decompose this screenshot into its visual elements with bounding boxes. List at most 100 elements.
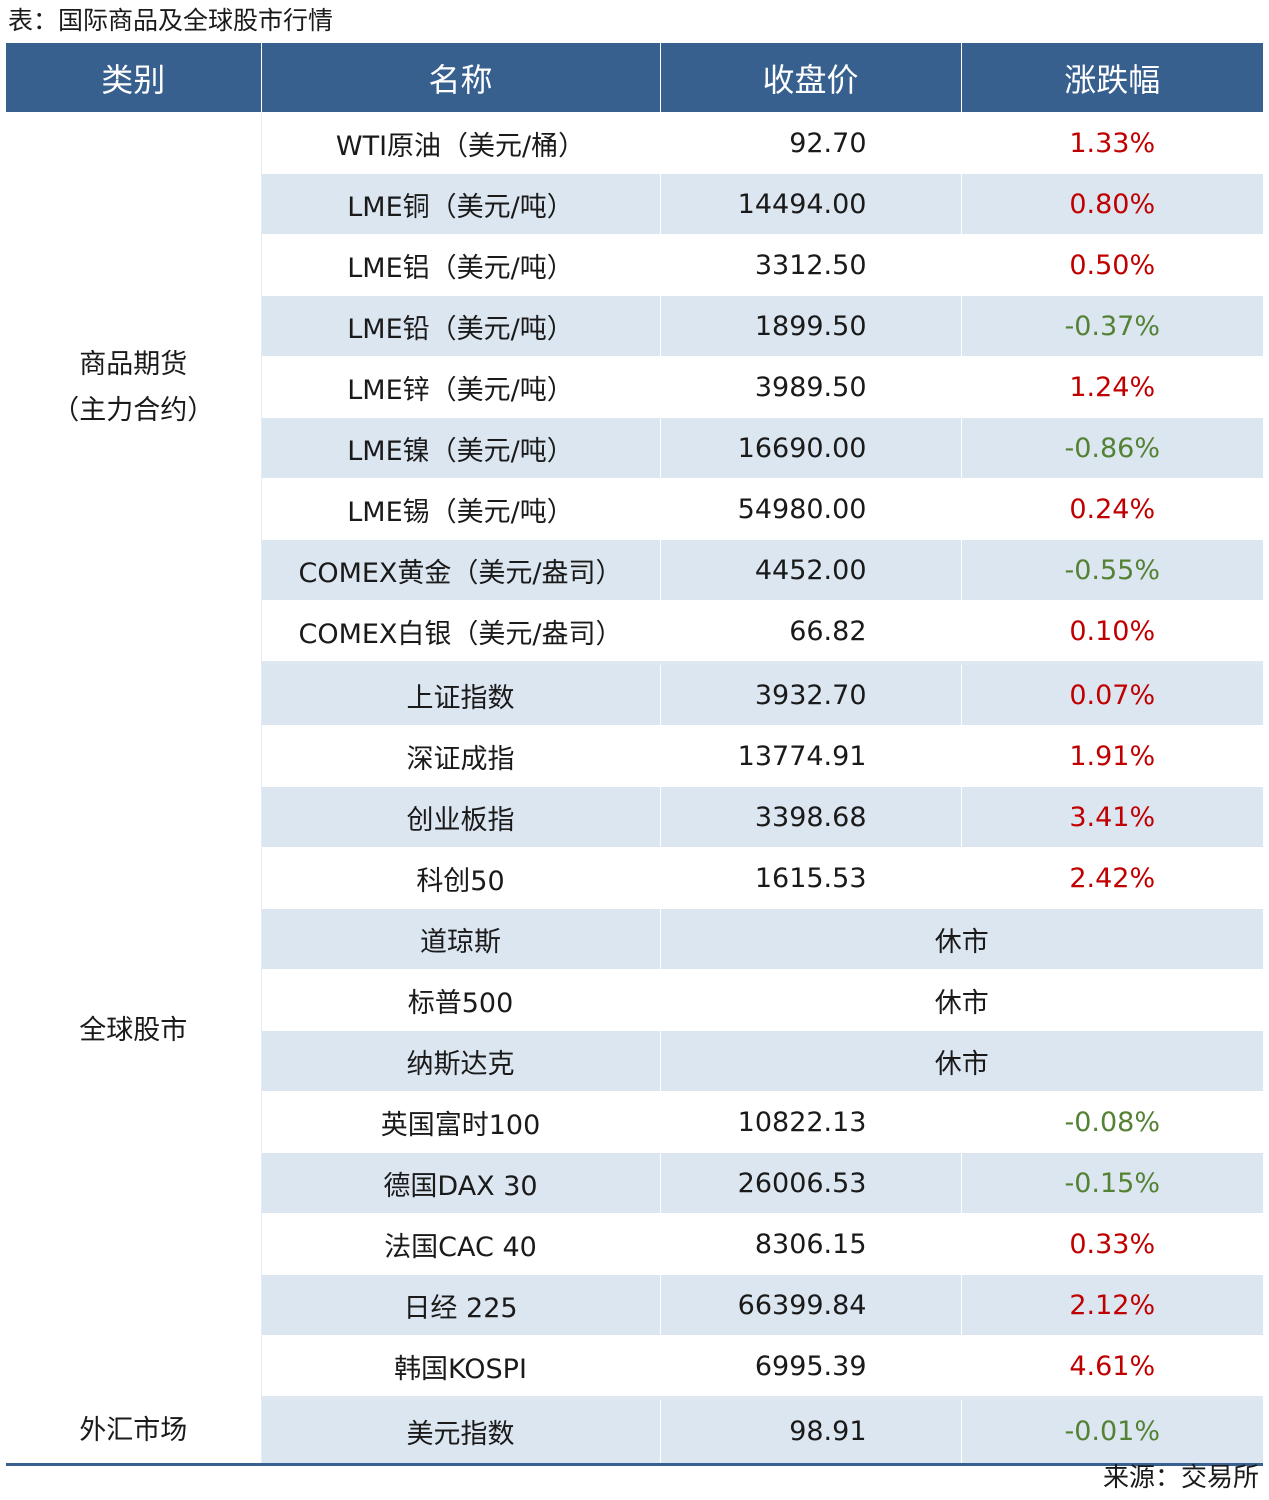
instrument-name: 道琼斯: [261, 908, 661, 970]
table-row: 纳斯达克 休市: [6, 1030, 1263, 1092]
table-row: 全球股市 上证指数 3932.70 0.07%: [6, 663, 1263, 1398]
table-row: 韩国KOSPI 6995.39 4.61%: [6, 1335, 1263, 1400]
instrument-name: 标普500: [261, 969, 661, 1031]
category-cell: 全球股市: [6, 663, 262, 1398]
change-percent: 3.41%: [961, 786, 1263, 848]
close-price: 8306.15: [660, 1213, 962, 1275]
change-percent: 1.91%: [1069, 740, 1156, 772]
table-row: 英国富时100 10822.13 -0.08%: [6, 1091, 1263, 1153]
category-label: 商品期货: [79, 348, 188, 380]
instrument-name: 韩国KOSPI: [261, 1335, 661, 1400]
table-row: 深证成指 13774.91 1.91%: [6, 725, 1263, 787]
change-percent: 1.33%: [1069, 127, 1156, 159]
table-row: 法国CAC 40 8306.15 0.33%: [6, 1213, 1263, 1275]
instrument-name: 深证成指: [261, 725, 661, 787]
table-row: 日经 225 66399.84 2.12%: [6, 1274, 1263, 1336]
instrument-name: 上证指数: [261, 663, 661, 726]
table-caption: 表：国际商品及全球股市行情: [8, 6, 334, 35]
change-percent: -0.08%: [1064, 1106, 1160, 1138]
instrument-name: LME铅（美元/吨）: [261, 295, 661, 357]
table-row: COMEX白银（美元/盎司） 66.82 0.10%: [6, 600, 1263, 665]
header-name: 名称: [261, 43, 661, 113]
close-price: 14494.00: [660, 173, 962, 235]
close-price: 92.70: [660, 112, 962, 174]
change-percent: 0.33%: [1069, 1228, 1156, 1260]
source-note: 来源：交易所: [1102, 1463, 1259, 1493]
close-price: 1899.50: [660, 295, 962, 357]
instrument-name: WTI原油（美元/桶）: [261, 112, 661, 174]
close-price: 1615.53: [660, 847, 962, 909]
close-price: 4452.00: [660, 539, 962, 601]
instrument-name: 英国富时100: [261, 1091, 661, 1153]
instrument-name: LME镍（美元/吨）: [261, 417, 661, 479]
change-percent: 4.61%: [961, 1335, 1263, 1400]
table-row: LME锡（美元/吨） 54980.00 0.24%: [6, 478, 1263, 540]
table-row: 德国DAX 30 26006.53 -0.15%: [6, 1152, 1263, 1214]
instrument-name: LME铝（美元/吨）: [261, 234, 661, 296]
change-percent: -0.01%: [961, 1398, 1263, 1466]
table-row: LME铝（美元/吨） 3312.50 0.50%: [6, 234, 1263, 296]
table-body: 商品期货 （主力合约） WTI原油（美元/桶） 92.70 1.33% LME铜（美元/吨…: [6, 112, 1263, 1466]
table-row: LME铅（美元/吨） 1899.50 -0.37%: [6, 295, 1263, 357]
change-percent: -0.15%: [961, 1152, 1263, 1214]
instrument-name: LME锡（美元/吨）: [261, 478, 661, 540]
category-label: 外汇市场: [79, 1414, 188, 1446]
change-percent: 0.50%: [1069, 249, 1156, 281]
close-price: 13774.91: [660, 725, 962, 787]
market-table: 类别 名称 收盘价 涨跌幅 商品期货 （主力合约） WTI原油（美元/桶） 92.70…: [6, 43, 1263, 1466]
header-category: 类别: [6, 43, 262, 113]
instrument-name: LME锌（美元/吨）: [261, 356, 661, 418]
table-row: LME锌（美元/吨） 3989.50 1.24%: [6, 356, 1263, 418]
table-header: 类别 名称 收盘价 涨跌幅: [6, 43, 1263, 113]
category-label: 全球股市: [79, 1014, 188, 1046]
table-row: 商品期货 （主力合约） WTI原油（美元/桶） 92.70 1.33%: [6, 112, 1263, 663]
close-price: 26006.53: [660, 1152, 962, 1214]
table-row: 外汇市场 美元指数 98.91 -0.01%: [6, 1398, 1263, 1466]
close-price: 54980.00: [660, 478, 962, 540]
change-percent: 1.24%: [1069, 371, 1156, 403]
instrument-name: 创业板指: [261, 786, 661, 848]
change-percent: -0.55%: [961, 539, 1263, 601]
close-price: 3398.68: [660, 786, 962, 848]
table-row: LME镍（美元/吨） 16690.00 -0.86%: [6, 417, 1263, 479]
close-price: 98.91: [660, 1398, 962, 1466]
table-row: 道琼斯 休市: [6, 908, 1263, 970]
instrument-name: 科创50: [261, 847, 661, 909]
instrument-name: 法国CAC 40: [261, 1213, 661, 1275]
close-price: 3989.50: [660, 356, 962, 418]
change-percent: -0.86%: [961, 417, 1263, 479]
close-price: 3932.70: [660, 663, 962, 726]
instrument-name: 德国DAX 30: [261, 1152, 661, 1214]
instrument-name: COMEX黄金（美元/盎司）: [261, 539, 661, 601]
header-change: 涨跌幅: [961, 43, 1263, 113]
close-price: 6995.39: [660, 1335, 962, 1400]
change-percent: 0.80%: [961, 173, 1263, 235]
market-closed-cell: 休市: [660, 1030, 1263, 1092]
instrument-name: 纳斯达克: [261, 1030, 661, 1092]
close-price: 66399.84: [660, 1274, 962, 1336]
change-percent: 0.24%: [1069, 493, 1156, 525]
market-closed-cell: 休市: [934, 987, 989, 1019]
instrument-name: COMEX白银（美元/盎司）: [261, 600, 661, 665]
instrument-name: 日经 225: [261, 1274, 661, 1336]
change-percent: -0.37%: [961, 295, 1263, 357]
close-price: 10822.13: [660, 1091, 962, 1153]
change-percent: 2.42%: [1069, 862, 1156, 894]
close-price: 66.82: [660, 600, 962, 665]
change-percent: 0.10%: [961, 600, 1263, 665]
change-percent: 2.12%: [961, 1274, 1263, 1336]
category-cell: 商品期货 （主力合约）: [6, 112, 262, 663]
table-row: LME铜（美元/吨） 14494.00 0.80%: [6, 173, 1263, 235]
instrument-name: LME铜（美元/吨）: [261, 173, 661, 235]
table-row: COMEX黄金（美元/盎司） 4452.00 -0.55%: [6, 539, 1263, 601]
market-closed-cell: 休市: [660, 908, 1263, 970]
category-label: （主力合约）: [52, 394, 215, 426]
header-close: 收盘价: [660, 43, 962, 113]
close-price: 3312.50: [660, 234, 962, 296]
close-price: 16690.00: [660, 417, 962, 479]
instrument-name: 美元指数: [261, 1398, 661, 1466]
change-percent: 0.07%: [961, 663, 1263, 726]
table-row: 科创50 1615.53 2.42%: [6, 847, 1263, 909]
table-row: 标普500 休市: [6, 969, 1263, 1031]
category-cell: 外汇市场: [6, 1398, 262, 1466]
